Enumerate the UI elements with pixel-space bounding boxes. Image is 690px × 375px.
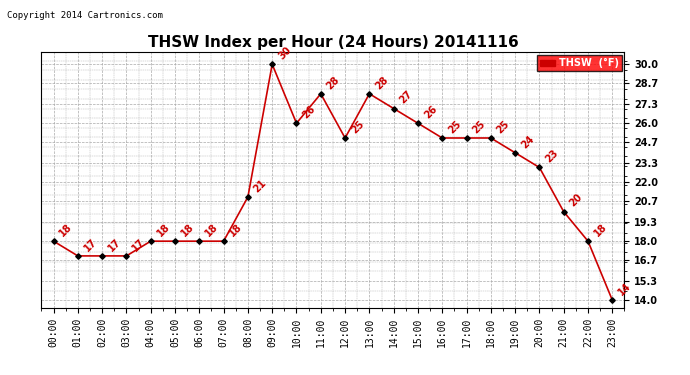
Text: 30: 30 [277, 45, 293, 62]
Text: 18: 18 [228, 222, 244, 238]
Text: 18: 18 [179, 222, 196, 238]
Text: 27: 27 [398, 89, 415, 106]
Text: 17: 17 [82, 237, 99, 253]
Text: 17: 17 [130, 237, 147, 253]
Text: 25: 25 [349, 118, 366, 135]
Text: 21: 21 [252, 177, 268, 194]
Text: 23: 23 [544, 148, 560, 165]
Text: 18: 18 [155, 222, 172, 238]
Title: THSW Index per Hour (24 Hours) 20141116: THSW Index per Hour (24 Hours) 20141116 [148, 35, 518, 50]
Text: 25: 25 [495, 118, 511, 135]
Text: 14: 14 [616, 281, 633, 297]
Text: 26: 26 [422, 104, 439, 120]
Text: 24: 24 [520, 134, 536, 150]
Legend: THSW  (°F): THSW (°F) [538, 56, 622, 71]
Text: 28: 28 [373, 74, 391, 91]
Text: 25: 25 [446, 118, 463, 135]
Text: 18: 18 [204, 222, 220, 238]
Text: 17: 17 [106, 237, 123, 253]
Text: 18: 18 [592, 222, 609, 238]
Text: 26: 26 [301, 104, 317, 120]
Text: 20: 20 [568, 192, 584, 209]
Text: 18: 18 [58, 222, 75, 238]
Text: 25: 25 [471, 118, 487, 135]
Text: Copyright 2014 Cartronics.com: Copyright 2014 Cartronics.com [7, 11, 163, 20]
Text: 28: 28 [325, 74, 342, 91]
